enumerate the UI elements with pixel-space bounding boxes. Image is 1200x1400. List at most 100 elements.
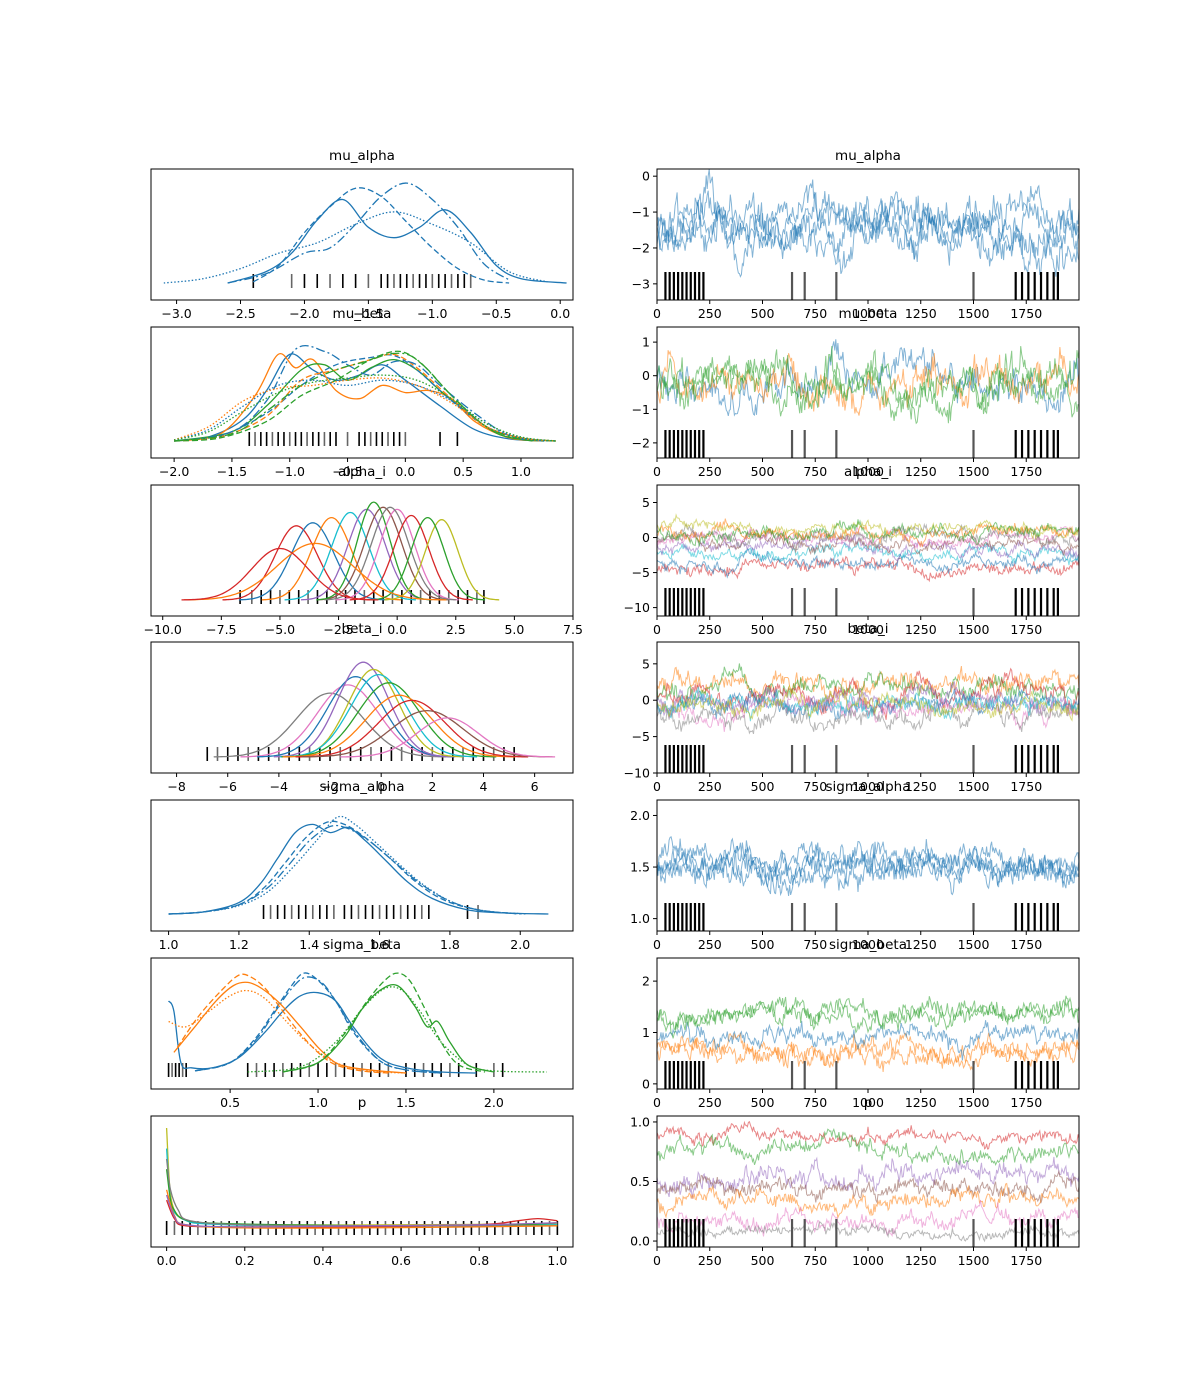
x-tick-label: 0.0 <box>395 464 415 479</box>
x-tick-label: 0.0 <box>387 622 407 637</box>
panels: mu_alpha−3.0 −2.5 −2.0 −1.5 −1.0 −0.5 0.0mu_al… <box>144 148 1080 1268</box>
trace-line-4 <box>657 357 1079 425</box>
panel-title: alpha_i <box>338 464 386 480</box>
density-curve-14 <box>181 547 379 601</box>
axes-frame <box>150 484 574 617</box>
x-tick-label: −2.5 <box>225 306 255 321</box>
x-tick-label: 1500 <box>958 779 990 794</box>
trace-line-8 <box>657 686 1079 722</box>
x-tick-label: 1750 <box>1010 779 1042 794</box>
density-curve-3 <box>168 824 521 915</box>
x-tick-label: −2 <box>321 779 339 794</box>
plot-area <box>657 836 1079 931</box>
density-curve-9 <box>173 379 556 442</box>
plot-area <box>181 501 500 604</box>
density-curve-1 <box>213 692 447 758</box>
density-curve-11 <box>384 519 500 601</box>
panel-title: sigma_beta <box>829 937 907 953</box>
trace-line-3 <box>657 1156 1079 1199</box>
y-tick-label: 0 <box>642 169 650 184</box>
panel-p-density: p 0.0 0.2 0.4 0.6 0.8 1.0 <box>150 1095 574 1268</box>
density-curve-8 <box>282 972 486 1073</box>
plot-area <box>657 169 1079 300</box>
x-tick-label: 1750 <box>1010 937 1042 952</box>
plot-area <box>168 815 549 919</box>
x-tick-label: 250 <box>698 1253 722 1268</box>
density-curve-8 <box>282 694 516 758</box>
x-tick-label: 1250 <box>905 622 937 637</box>
x-tick-label: −2.5 <box>323 622 353 637</box>
axes-frame <box>150 1115 574 1248</box>
y-tick-label: −1 <box>632 205 650 220</box>
x-tick-label: 0 <box>653 622 661 637</box>
plot-area <box>167 972 547 1077</box>
panel-title: p <box>358 1095 367 1111</box>
y-tick-label: 5 <box>642 495 650 510</box>
x-tick-label: 2.0 <box>510 937 530 952</box>
density-curve-3 <box>227 182 510 284</box>
panel-mu_alpha-density: mu_alpha −3.0 −2.5 −2.0 −1.5 −1.0 −0.5 0.0 <box>150 148 574 321</box>
trace-line-2 <box>657 663 1079 709</box>
y-tick-label: 1.5 <box>630 860 650 875</box>
axes-frame <box>150 957 574 1090</box>
density-curve-2 <box>174 352 545 442</box>
plot-area <box>657 339 1079 458</box>
density-curve-2 <box>238 522 387 601</box>
x-tick-label: −8 <box>167 779 185 794</box>
density-curve-4 <box>273 661 453 758</box>
x-tick-label: −3.0 <box>161 306 191 321</box>
density-curve-4 <box>165 1199 558 1228</box>
density-curve-2 <box>240 684 456 758</box>
trace-line-7 <box>657 522 1079 552</box>
density-curve-4 <box>168 815 528 915</box>
x-tick-label: 1750 <box>1010 464 1042 479</box>
panel-mu_alpha-trace: mu_alpha 0 250 500 750 1000 1250 1500 1750 0 −1 −2 −… <box>632 148 1080 321</box>
trace-line-4 <box>657 532 1079 562</box>
trace-line-3 <box>657 192 1079 260</box>
x-tick-label: 1.0 <box>547 1253 567 1268</box>
trace-line-3 <box>657 345 1079 420</box>
axes-frame <box>150 168 574 301</box>
density-curve-1 <box>168 991 477 1074</box>
y-tick-label: −2 <box>632 240 650 255</box>
x-tick-label: 1250 <box>905 1253 937 1268</box>
x-tick-label: 0 <box>653 1253 661 1268</box>
density-curve-9 <box>247 986 547 1073</box>
x-tick-label: −1.0 <box>275 464 305 479</box>
x-tick-label: 1500 <box>958 1253 990 1268</box>
panel-title: beta_i <box>342 621 383 637</box>
x-tick-label: 0.5 <box>453 464 473 479</box>
y-tick-label: 5 <box>642 656 650 671</box>
x-tick-label: 750 <box>803 622 827 637</box>
density-curve-3 <box>257 676 455 758</box>
density-curve-11 <box>173 374 556 442</box>
x-tick-label: 1750 <box>1010 1253 1042 1268</box>
density-curve-7 <box>316 501 432 601</box>
panel-title: p <box>864 1095 873 1111</box>
trace-line-2 <box>657 1032 1079 1070</box>
x-tick-label: 500 <box>751 937 775 952</box>
x-tick-label: 500 <box>751 306 775 321</box>
x-tick-label: 1000 <box>852 937 884 952</box>
panel-title: sigma_alpha <box>826 779 911 795</box>
density-curve-13 <box>183 542 447 601</box>
x-tick-label: 750 <box>803 464 827 479</box>
density-curve-6 <box>174 350 556 442</box>
x-tick-label: 1250 <box>905 464 937 479</box>
y-tick-label: 0 <box>642 1076 650 1091</box>
x-tick-label: 0 <box>653 464 661 479</box>
y-tick-label: 1 <box>642 1025 650 1040</box>
panel-title: sigma_beta <box>323 937 401 953</box>
y-tick-label: −1 <box>632 402 650 417</box>
x-tick-label: 0 <box>377 779 385 794</box>
density-curve-1 <box>168 823 549 915</box>
trace-line-1 <box>657 666 1079 704</box>
x-tick-label: 250 <box>698 937 722 952</box>
x-tick-label: −2.0 <box>289 306 319 321</box>
panel-sigma_beta-density: sigma_beta 0.5 1.0 1.5 2.0 <box>150 937 574 1110</box>
x-tick-label: 500 <box>751 1095 775 1110</box>
panel-title: mu_alpha <box>835 148 901 164</box>
trace-line-7 <box>657 1221 1079 1243</box>
density-curve-7 <box>281 682 497 758</box>
